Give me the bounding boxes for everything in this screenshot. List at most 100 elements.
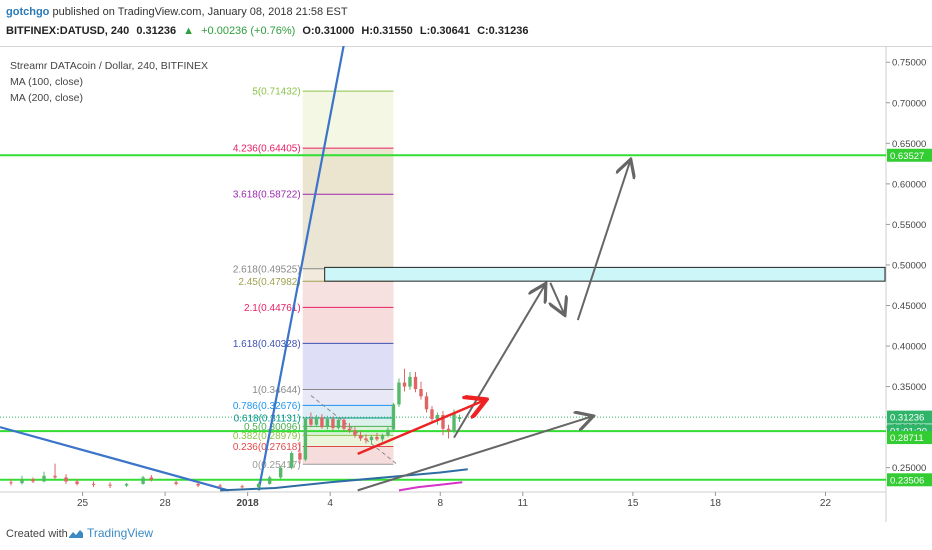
fib-zone	[302, 307, 394, 344]
low-value: L:0.30641	[419, 25, 470, 37]
candle-body	[267, 477, 272, 484]
candle-body	[298, 453, 302, 460]
close-value: C:0.31236	[477, 25, 529, 37]
candle-body	[419, 389, 423, 397]
candle-body	[386, 429, 390, 436]
created-with-label: Created with	[6, 528, 68, 540]
candle-body	[402, 382, 407, 387]
candle-body	[9, 482, 13, 484]
username[interactable]: gotchgo	[6, 6, 50, 18]
tradingview-brand[interactable]: TradingView	[68, 526, 153, 540]
price-chart[interactable]: 0(0.25417)0.236(0.27618)0.382(0.28979)0.…	[0, 46, 932, 522]
fib-zone	[302, 389, 394, 406]
footer: Created with TradingView	[0, 522, 932, 550]
candle-body	[141, 477, 145, 484]
high-value: H:0.31550	[361, 25, 413, 37]
fib-level-label: 0.786(0.32676)	[233, 401, 301, 412]
fib-level-label: 1(0.34644)	[252, 385, 300, 396]
candle-body	[342, 419, 346, 429]
candle-body	[430, 409, 434, 420]
ohlc-bar: BITFINEX:DATUSD, 240 0.31236 ▲ +0.00236 …	[6, 25, 532, 37]
fib-level-label: 2.45(0.47982)	[238, 277, 300, 288]
candle-body	[446, 428, 451, 432]
x-tick-label: 11	[518, 498, 529, 509]
price-axis-badge-text: 0.31236	[890, 413, 924, 424]
candle-body	[314, 417, 319, 425]
candle-body	[364, 438, 368, 441]
fib-zone	[302, 343, 394, 390]
y-tick-label: 0.75000	[892, 58, 926, 69]
y-tick-label: 0.45000	[892, 301, 926, 312]
fib-level-label: 0.382(0.28979)	[233, 431, 301, 442]
fib-level-label: 0.5(0.30096)	[244, 422, 301, 433]
x-tick-label: 25	[77, 498, 89, 509]
price-axis-badge-text: 0.23506	[890, 475, 924, 486]
candle-body	[358, 435, 363, 439]
candle-body	[218, 485, 222, 487]
candle-body	[375, 436, 379, 440]
candle-body	[20, 479, 24, 484]
legend-ma200[interactable]: MA (200, close)	[10, 92, 83, 104]
x-tick-label: 8	[437, 498, 443, 509]
price-axis-badge	[887, 473, 932, 487]
red-trend-arrow	[357, 400, 485, 455]
fib-zone	[302, 446, 394, 465]
fib-zone	[302, 281, 394, 308]
publish-info: gotchgo published on TradingView.com, Ja…	[6, 6, 348, 18]
up-triangle-icon: ▲	[183, 25, 195, 37]
fib-zone	[302, 91, 394, 149]
candle-body	[278, 467, 283, 478]
candle-body	[397, 382, 401, 405]
fib-level-label: 5(0.71432)	[252, 87, 300, 98]
fib-level-label: 2.618(0.49525)	[233, 264, 301, 275]
ma100-line	[398, 481, 463, 492]
candle-body	[380, 435, 385, 440]
fib-level-label: 2.1(0.44761)	[244, 303, 301, 314]
fib-level-label: 0(0.25417)	[252, 460, 300, 471]
candle-body	[75, 481, 79, 484]
fib-level-label: 1.618(0.40328)	[233, 339, 301, 350]
fib-level-label: 3.618(0.58722)	[233, 190, 301, 201]
candle-body	[452, 412, 456, 432]
y-tick-label: 0.60000	[892, 179, 926, 190]
candle-body	[149, 477, 154, 480]
candle-body	[331, 419, 335, 428]
candle-body	[53, 475, 57, 478]
candle-body	[336, 419, 341, 428]
candle-body	[91, 483, 96, 485]
x-tick-label: 18	[710, 498, 722, 509]
candle-body	[64, 477, 68, 482]
candle-body	[353, 430, 357, 436]
candle-body	[309, 419, 313, 425]
price-axis-badge	[887, 148, 932, 162]
y-tick-label: 0.65000	[892, 139, 926, 150]
x-tick-label: 2018	[237, 498, 260, 509]
last-price: 0.31236	[136, 25, 177, 37]
legend-ma100[interactable]: MA (100, close)	[10, 76, 83, 88]
x-tick-label: 28	[160, 498, 172, 509]
candle-body	[408, 376, 412, 387]
candle-body	[196, 483, 200, 486]
price-axis-badge-text: 0.28711	[890, 433, 924, 444]
candle-body	[42, 475, 46, 482]
candle-body	[289, 453, 294, 468]
x-tick-label: 22	[820, 498, 832, 509]
projection-arrow	[357, 417, 592, 492]
x-tick-label: 15	[627, 498, 639, 509]
candle-body	[424, 396, 429, 410]
price-axis-badge	[887, 431, 932, 445]
symbol-label: BITFINEX:DATUSD, 240	[6, 25, 130, 37]
price-axis-badge	[887, 410, 932, 424]
fib-level-label: 0.618(0.31131)	[234, 413, 301, 424]
fib-zone	[302, 417, 394, 427]
y-tick-label: 0.50000	[892, 260, 926, 271]
candle-body	[413, 376, 418, 390]
chart-legend: Streamr DATAcoin / Dollar, 240, BITFINEX…	[10, 58, 208, 106]
candle-body	[31, 479, 35, 482]
candle-body	[303, 419, 308, 460]
candle-body	[124, 483, 129, 486]
price-axis-badge-text: 0.63527	[890, 151, 924, 162]
candle-body	[435, 414, 440, 420]
open-value: O:0.31000	[302, 25, 355, 37]
blue-trendline	[0, 426, 229, 492]
